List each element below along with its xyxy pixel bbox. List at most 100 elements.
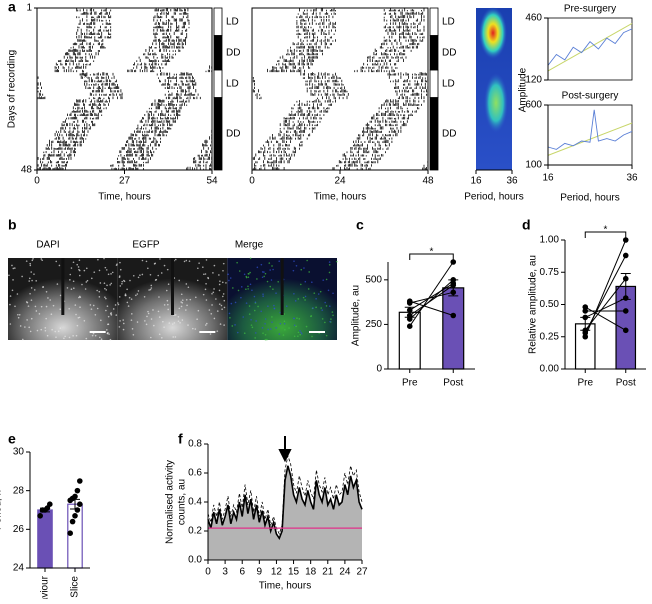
cell-speck [238,270,241,272]
condition-label: LD [442,78,455,89]
cell-speck [143,296,146,298]
cell-speck [110,273,112,275]
cell-speck [106,305,109,308]
cell-speck [177,320,180,322]
cell-speck [185,283,188,285]
actogram-frame [251,7,429,171]
activity-row [36,92,199,96]
y-tick-label: 0.75 [540,267,560,278]
cell-speck [8,274,10,277]
cell-speck [269,269,271,271]
activity-row [54,133,213,137]
x-tick-label: 0 [205,567,211,578]
x-tick-label: 24 [339,567,351,578]
cell-speck [293,335,296,338]
cell-speck [293,324,296,327]
cell-speck [99,282,102,284]
cell-speck [330,318,332,320]
condition-label: DD [442,128,456,139]
activity-row [297,35,425,39]
cell-speck [234,324,236,326]
activity-row [251,85,429,89]
activity-row [45,146,213,150]
cell-speck [103,257,105,260]
activity-row [296,28,425,32]
cell-speck [263,271,265,273]
cell-speck [194,328,197,330]
activity-row [286,52,406,56]
x-tick-label: Pre [402,378,418,389]
activity-row [65,52,176,56]
cell-speck [28,280,31,282]
cell-speck [250,318,252,321]
cell-speck [147,312,150,315]
cell-speck [302,296,305,299]
activity-row [43,153,210,157]
x-tick-label: Post [443,378,463,389]
cell-speck [115,264,118,266]
cell-speck [157,274,160,277]
data-point [582,304,589,310]
cell-speck [13,267,16,269]
cell-speck [137,290,140,292]
cell-speck [139,274,141,276]
cell-speck [264,333,267,336]
cell-speck [29,264,32,267]
cell-speck [144,320,146,322]
cell-speck [78,259,81,262]
cell-speck [187,286,190,289]
cell-speck [91,334,94,337]
cell-speck [328,271,331,274]
cell-speck [123,280,126,283]
cell-speck [145,260,148,263]
cell-speck [268,262,271,264]
cell-speck [253,309,256,312]
error-bar [70,498,80,510]
cell-speck [237,289,240,292]
y-tick-label: 0.8 [188,439,202,450]
cell-speck [150,318,153,320]
activity-row [296,18,425,22]
cell-speck [163,304,166,306]
activity-row [279,126,402,130]
cell-speck [264,272,267,275]
activity-row [251,79,429,83]
cell-speck [118,326,121,328]
cell-speck [150,284,153,287]
activity-row [296,14,425,19]
cell-speck [315,297,317,300]
activity-row [296,31,424,35]
cell-speck [325,305,328,307]
cell-speck [126,288,128,291]
cell-speck [136,321,139,323]
activity-row [260,146,389,150]
cell-speck [56,283,59,285]
cell-speck [119,320,121,322]
cell-speck [122,319,124,321]
error-bar [448,279,459,297]
activity-row [300,38,424,42]
panel-label: b [8,217,17,233]
cell-speck [305,325,308,328]
cell-speck [278,333,281,335]
activity-row [46,143,211,147]
cell-speck [122,328,125,331]
cell-speck [129,279,131,282]
cell-speck [104,287,106,290]
cell-speck [242,316,245,318]
activity-row [72,106,182,110]
y-tick-label: 1.00 [540,235,560,246]
cell-speck [92,332,95,335]
y-axis-label: Normalised activity [165,460,176,544]
activity-row [277,58,404,62]
cell-speck [14,305,16,308]
cell-speck [260,263,263,266]
activity-row [292,41,420,46]
cell-speck [118,296,121,298]
cell-speck [106,329,108,331]
cell-speck [277,281,279,283]
cell-speck [136,293,139,295]
cell-speck [204,288,207,291]
cell-speck [52,304,55,307]
x-tick-label: 24 [334,176,346,187]
